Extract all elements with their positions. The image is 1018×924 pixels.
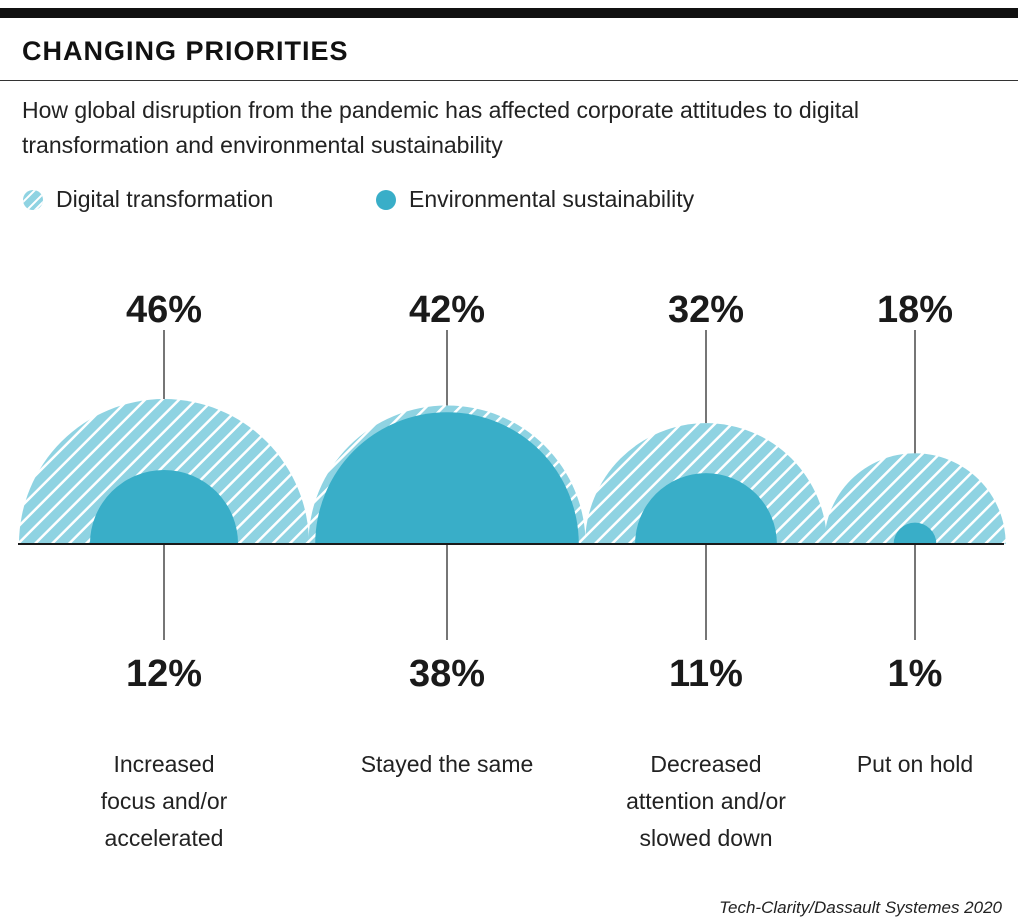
legend-label-digital: Digital transformation <box>56 186 274 212</box>
legend-item-digital: Digital transformation <box>22 186 273 213</box>
environmental-value-label: 1% <box>888 653 943 695</box>
legend-hatched-dot-icon <box>23 189 43 210</box>
environmental-value-label: 12% <box>126 653 202 695</box>
category-label: Decreased <box>650 751 761 777</box>
title-divider <box>0 80 1018 81</box>
category-label: slowed down <box>640 825 773 851</box>
category-label: Put on hold <box>857 751 973 777</box>
environmental-value-label: 38% <box>409 653 485 695</box>
environmental-semicircle <box>89 469 239 544</box>
digital-value-label: 18% <box>877 289 953 331</box>
chart-title: CHANGING PRIORITIES <box>22 36 349 66</box>
digital-value-label: 32% <box>668 289 744 331</box>
environmental-value-label: 11% <box>669 653 743 695</box>
legend: Digital transformation Environmental sus… <box>0 186 1018 216</box>
legend-item-environmental: Environmental sustainability <box>375 186 694 213</box>
category-label: focus and/or <box>101 788 228 814</box>
chart-subtitle: How global disruption from the pandemic … <box>22 97 860 158</box>
digital-semicircle <box>824 453 1006 544</box>
category-label: Increased <box>113 751 214 777</box>
source-note: Tech-Clarity/Dassault Systemes 2020 <box>719 898 1002 917</box>
environmental-semicircle <box>635 473 777 544</box>
legend-solid-dot-icon <box>376 189 396 210</box>
digital-value-label: 46% <box>126 289 202 331</box>
category-label: attention and/or <box>626 788 786 814</box>
digital-value-label: 42% <box>409 289 485 331</box>
environmental-semicircle <box>315 412 579 544</box>
category-label: Stayed the same <box>361 751 534 777</box>
legend-label-environmental: Environmental sustainability <box>409 186 695 212</box>
category-label: accelerated <box>105 825 224 851</box>
top-rule <box>0 8 1018 18</box>
environmental-semicircle <box>893 522 937 544</box>
